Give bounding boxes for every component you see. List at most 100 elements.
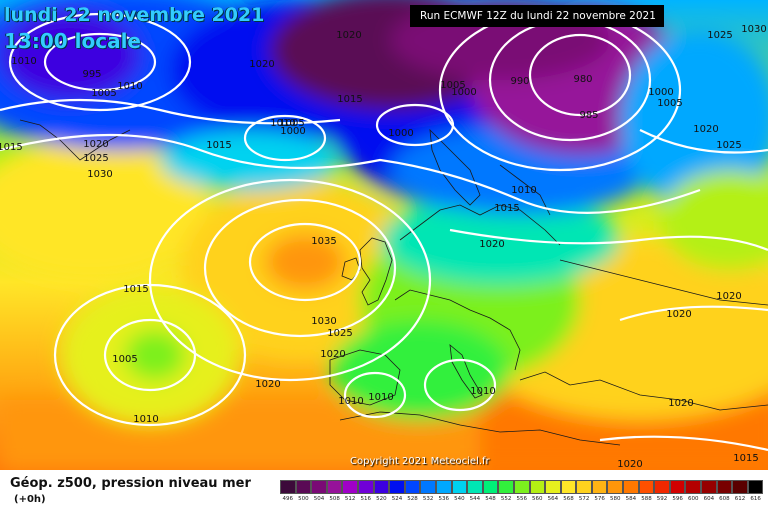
scale-label: 500: [298, 496, 309, 502]
scale-swatch: [732, 480, 748, 494]
scale-swatch: [295, 480, 312, 494]
isobar-label: 1025: [327, 328, 352, 339]
scale-cell: 580: [607, 480, 624, 502]
scale-cell: 528: [404, 480, 421, 502]
scale-swatch: [638, 480, 655, 494]
scale-label: 564: [547, 496, 559, 502]
weather-map: 1010 995 1005 1010 1020 1025 1030 1015 1…: [0, 0, 768, 470]
legend-title: Géop. z500, pression niveau mer: [10, 476, 251, 491]
scale-label: 496: [282, 496, 294, 502]
model-run-info: Run ECMWF 12Z du lundi 22 novembre 2021: [410, 5, 664, 27]
scale-cell: 604: [701, 480, 717, 502]
scale-label: 604: [703, 496, 715, 502]
isobar-label: 1010: [11, 56, 36, 67]
isobar-label: 1010: [270, 118, 295, 129]
isobar-label: 1010: [470, 386, 495, 397]
isobar-label: 1000: [388, 128, 413, 139]
isobar-label: 1020: [693, 124, 718, 135]
coastlines: [19, 119, 768, 446]
scale-cell: 524: [389, 480, 405, 502]
isobar-label: 985: [579, 110, 598, 121]
isobar-label: 1035: [311, 236, 336, 247]
scale-label: 608: [719, 496, 730, 502]
geopotential-map-svg: 1010 995 1005 1010 1020 1025 1030 1015 1…: [0, 0, 768, 470]
map-date-title: lundi 22 novembre 2021: [4, 4, 265, 26]
scale-label: 616: [750, 496, 761, 502]
scale-swatch: [451, 480, 468, 494]
scale-swatch: [498, 480, 514, 494]
scale-label: 544: [469, 496, 481, 502]
scale-swatch: [404, 480, 421, 494]
scale-cell: 552: [498, 480, 514, 502]
scale-cell: 544: [467, 480, 483, 502]
scale-cell: 512: [342, 480, 358, 502]
scale-swatch: [342, 480, 358, 494]
scale-cell: 496: [280, 480, 296, 502]
scale-swatch: [467, 480, 483, 494]
scale-label: 548: [485, 496, 496, 502]
isobar-label: 1020: [336, 30, 361, 41]
scale-cell: 504: [311, 480, 327, 502]
isobar-label: 1005: [657, 98, 682, 109]
scale-label: 556: [516, 496, 527, 502]
scale-cell: 572: [576, 480, 592, 502]
isobar-label: 1000: [648, 87, 673, 98]
scale-label: 600: [687, 496, 699, 502]
scale-cell: 520: [373, 480, 390, 502]
scale-swatch: [482, 480, 499, 494]
isobar-label: 1030: [741, 24, 766, 35]
color-scale: 496 500 504 508 512 516 520 524 528 532 536 540 544 5…: [280, 480, 764, 502]
isobar-label: 1030: [87, 169, 112, 180]
legend-bar: Géop. z500, pression niveau mer (+0h) 49…: [0, 470, 768, 512]
scale-swatch: [716, 480, 733, 494]
scale-cell: 548: [482, 480, 499, 502]
copyright-notice: Copyright 2021 Meteociel.fr: [350, 456, 490, 467]
isobar-label: 1030: [311, 316, 336, 327]
isobar-label: 1015: [733, 453, 758, 464]
scale-swatch: [607, 480, 624, 494]
isobar-label: 1020: [83, 139, 108, 150]
scale-cell: 532: [420, 480, 436, 502]
scale-cell: 564: [545, 480, 561, 502]
scale-cell: 508: [326, 480, 343, 502]
scale-label: 532: [422, 496, 434, 502]
isobar-label: 1015: [337, 94, 362, 105]
scale-cell: 576: [591, 480, 608, 502]
scale-label: 540: [454, 496, 465, 502]
isobar-label: 1025: [83, 153, 108, 164]
scale-swatch: [529, 480, 546, 494]
isobar-label: 1010: [368, 392, 393, 403]
isobar-label: 1000: [280, 126, 305, 137]
isobar-label: 1020: [479, 239, 504, 250]
scale-swatch: [623, 480, 639, 494]
isobar-labels: 1010 995 1005 1010 1020 1025 1030 1015 1…: [0, 24, 767, 470]
scale-cell: 516: [357, 480, 374, 502]
isobar-label: 1020: [716, 291, 741, 302]
scale-label: 520: [376, 496, 387, 502]
scale-swatch: [747, 480, 764, 494]
isobar-label: 1005: [112, 354, 137, 365]
scale-cell: 612: [732, 480, 748, 502]
scale-cell: 584: [623, 480, 639, 502]
scale-swatch: [280, 480, 296, 494]
isobar-label: 1020: [255, 379, 280, 390]
scale-label: 512: [344, 496, 356, 502]
scale-label: 560: [532, 496, 543, 502]
isobar-label: 990: [510, 76, 529, 87]
scale-swatch: [389, 480, 405, 494]
scale-label: 596: [672, 496, 683, 502]
scale-cell: 536: [435, 480, 452, 502]
scale-label: 588: [641, 496, 652, 502]
scale-swatch: [326, 480, 343, 494]
scale-cell: 500: [295, 480, 312, 502]
legend-subtitle: (+0h): [14, 494, 46, 505]
scale-label: 592: [656, 496, 668, 502]
scale-cell: 588: [638, 480, 655, 502]
scale-swatch: [545, 480, 561, 494]
scale-swatch: [591, 480, 608, 494]
scale-label: 580: [610, 496, 621, 502]
isobar-label: 1020: [668, 398, 693, 409]
isobar-label: 1020: [666, 309, 691, 320]
isobar-label: 1015: [0, 142, 23, 153]
scale-cell: 556: [513, 480, 530, 502]
